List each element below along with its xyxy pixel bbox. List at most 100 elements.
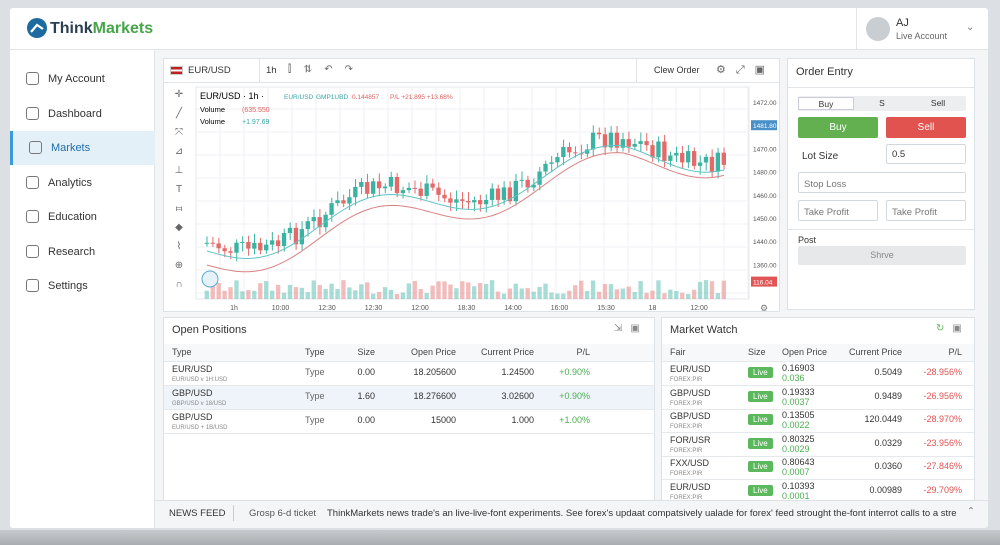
volume-bar: [400, 292, 406, 299]
position-row[interactable]: EUR/USD EUR/USD v 1H:USD Type 0.00 18.205600…: [164, 362, 654, 386]
symbol: EUR/USD: [670, 364, 711, 374]
volume-label: Volume: [200, 117, 225, 126]
sidebar-item[interactable]: Settings: [10, 269, 155, 303]
candle-body: [626, 139, 631, 147]
logo[interactable]: ThinkMarkets: [50, 20, 153, 38]
order-type[interactable]: Clew Order: [654, 65, 700, 75]
sidebar-item[interactable]: Dashboard: [10, 97, 155, 131]
take-profit-input[interactable]: Take Profit: [886, 200, 966, 221]
volume-bar: [608, 284, 614, 299]
sell-button[interactable]: Sell: [886, 117, 966, 138]
candle-body: [483, 199, 489, 205]
candle-body: [477, 200, 483, 205]
buy-button[interactable]: Buy: [798, 117, 878, 138]
volume-bar: [269, 290, 275, 299]
sidebar-item[interactable]: Analytics: [10, 166, 155, 200]
draw-tool: ∩: [175, 279, 182, 290]
sidebar-item[interactable]: Education: [10, 200, 155, 234]
volume-bar: [472, 286, 477, 299]
user-account: Live Account: [896, 31, 948, 41]
volume-bar: [685, 293, 691, 299]
candle-body: [525, 179, 530, 188]
candle-body: [721, 152, 726, 165]
sidebar-item[interactable]: Research: [10, 235, 155, 269]
sidebar: My Account Dashboard Markets Analytics Educa…: [10, 50, 155, 528]
volume-bar: [489, 280, 495, 299]
open-price: 0.16903: [782, 363, 815, 373]
open-sub: 0.0037: [782, 396, 810, 407]
open-positions: Open Positions ⇲▣ Type Type Size Open Price…: [163, 317, 655, 501]
position-row[interactable]: GBP/USD EUR/USD + 1B/USD Type 0.00 15000 1.00…: [164, 410, 654, 434]
watch-row[interactable]: GBP/USD FOREX:PIR Live 0.13505 0.0022 120.044…: [662, 409, 974, 433]
candle-body: [573, 152, 578, 154]
draw-tool: ◆: [175, 222, 183, 233]
order-tab[interactable]: Sell: [930, 98, 946, 108]
column-header: P/L: [948, 347, 962, 357]
watch-row[interactable]: FXX/USD FOREX:PIR Live 0.80643 0.0007 0.0360 -…: [662, 456, 974, 480]
x-label: 18:30: [458, 305, 476, 311]
volume-bar: [715, 293, 721, 299]
candle-body: [644, 141, 649, 146]
app: ThinkMarkets AJ Live Account ⌄ My Accoun…: [10, 8, 988, 528]
panel-icons[interactable]: ⇲▣: [614, 323, 648, 334]
pl: -28.956%: [923, 367, 962, 377]
size: 0.00: [357, 367, 375, 377]
save-button[interactable]: Shrve: [798, 246, 966, 265]
volume-bar: [519, 288, 524, 299]
timeframe[interactable]: 1h: [266, 65, 277, 76]
volume-bar: [584, 291, 590, 299]
dropdown-caret[interactable]: ⌄: [966, 22, 975, 33]
sidebar-item[interactable]: My Account: [10, 62, 155, 96]
watch-row[interactable]: EUR/USD FOREX:PIR Live 0.16903 0.036 0.5049 -2…: [662, 362, 974, 386]
take-profit: Take Profit: [804, 207, 849, 218]
candle-body: [549, 162, 554, 164]
candle-body: [685, 151, 691, 163]
table-header: Type Type Size Open Price Current Price P/L: [164, 344, 654, 362]
watch-row[interactable]: FOR/USR FOREX:PIR Live 0.80325 0.0029 0.0329 -…: [662, 433, 974, 457]
order-entry: Order Entry Buy Sell Lot Size 0.5 Stop L…: [787, 58, 975, 310]
order-tab[interactable]: Buy: [798, 97, 854, 110]
candle-body: [674, 152, 679, 156]
volume-bar: [234, 280, 239, 299]
volume-bar: [258, 283, 263, 299]
collapse[interactable]: ⌃: [967, 506, 975, 517]
take-profit-input[interactable]: Take Profit: [798, 200, 878, 221]
logo-prefix: Think: [50, 20, 93, 37]
current-price: 0.0360: [874, 461, 902, 471]
volume-bar: [513, 283, 518, 299]
watch-row[interactable]: GBP/USD FOREX:PIR Live 0.19333 0.0037 0.9489 -…: [662, 386, 974, 410]
column-header: Size: [748, 347, 766, 357]
stop-loss-input[interactable]: Stop Loss: [798, 172, 966, 193]
volume-bar: [424, 293, 429, 299]
settings-icons[interactable]: ⚙⤢▣: [716, 64, 776, 76]
volume-bar: [359, 284, 364, 299]
order-tab[interactable]: S: [879, 98, 885, 108]
symbol[interactable]: EUR/USD: [188, 65, 231, 76]
sidebar-item[interactable]: Markets: [10, 131, 155, 165]
lot-input[interactable]: 0.5: [886, 144, 966, 164]
volume-bar: [638, 281, 643, 299]
pl: -23.956%: [923, 437, 962, 448]
volume-value: (635.550: [242, 107, 270, 114]
volume-bar: [430, 285, 435, 299]
candle-body: [204, 242, 209, 244]
open-price: 0.80643: [782, 457, 815, 467]
volume-bar: [329, 283, 334, 299]
sidebar-label: Markets: [51, 142, 91, 154]
news-ticket[interactable]: Grosp 6-d ticket: [249, 508, 317, 519]
volume-bar: [691, 289, 697, 299]
divider: [856, 8, 857, 50]
tool-icons[interactable]: ⫿⇅↶↷: [288, 64, 365, 75]
candle-body: [531, 184, 536, 188]
volume-bar: [371, 293, 376, 299]
draw-tool: ⤧: [175, 127, 183, 138]
draw-tool: ╱: [175, 106, 183, 119]
logo-icon: [27, 18, 47, 38]
avatar[interactable]: [866, 17, 890, 41]
news-text[interactable]: ThinkMarkets news trade's an live-live-f…: [327, 508, 957, 519]
panel-icons[interactable]: ↻▣: [936, 323, 970, 334]
position-row[interactable]: GBP/USD GBP/USD v 18/USD Type 1.60 18.276600…: [164, 386, 654, 410]
x-label: 12:30: [365, 305, 383, 311]
candle-body: [596, 132, 602, 135]
watch-row[interactable]: EUR/USD FOREX:PIR Live 0.10393 0.0001 0.00989…: [662, 480, 974, 501]
